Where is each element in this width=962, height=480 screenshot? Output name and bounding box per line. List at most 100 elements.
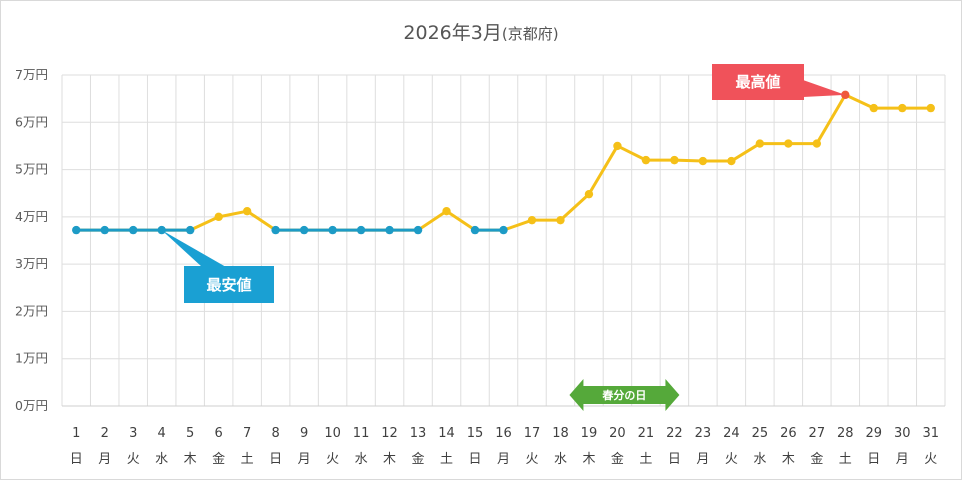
series-points [72,90,935,235]
lowest-callout-box [184,266,274,303]
data-point [129,225,138,235]
x-tick-weekday: 木 [184,452,197,467]
y-tick-label: 6万円 [15,114,48,129]
x-tick-weekday: 水 [155,452,168,467]
x-tick-weekday: 水 [753,452,766,467]
x-tick-day: 8 [271,426,279,441]
x-tick-day: 27 [809,426,826,441]
x-tick-day: 31 [922,426,939,441]
x-tick-day: 14 [438,426,455,441]
data-point [812,139,822,148]
data-point [727,156,736,166]
x-tick-weekday: 月 [497,452,510,467]
y-axis: 0万円 1万円 2万円 3万円 4万円 5万円 6万円 7万円 [15,67,48,413]
x-tick-day: 7 [243,426,251,441]
y-tick-label: 0万円 [15,398,48,413]
chart-title: 2026年3月 [403,22,501,44]
x-tick-weekday: 土 [639,452,652,467]
y-tick-label: 3万円 [15,256,48,271]
x-tick-weekday: 火 [127,452,140,467]
y-tick-label: 1万円 [15,351,48,366]
data-point [670,155,679,165]
gridlines [61,74,946,407]
highest-callout-label: 最高値 [735,73,780,91]
data-point [214,212,223,222]
x-tick-day: 11 [353,426,370,441]
y-tick-label: 5万円 [15,162,48,177]
x-tick-day: 18 [552,426,569,441]
x-axis: 1日2月3火4水5木6金7土8日9月10火11水12木13金14土15日16月1… [70,426,939,467]
x-tick-weekday: 木 [383,452,396,467]
x-tick-weekday: 日 [668,452,681,467]
x-tick-day: 9 [300,426,308,441]
data-point [698,156,708,166]
y-tick-label: 4万円 [15,209,48,224]
chart-title-group: 2026年3月(京都府) [403,22,558,44]
x-tick-day: 30 [894,426,911,441]
x-tick-day: 4 [158,426,166,441]
x-tick-day: 17 [524,426,541,441]
data-point [356,225,366,235]
x-tick-weekday: 木 [782,452,795,467]
data-point [784,139,793,148]
x-tick-day: 23 [695,426,712,441]
x-tick-weekday: 火 [525,452,538,467]
x-tick-day: 12 [381,426,398,441]
x-tick-weekday: 土 [241,452,254,467]
x-tick-day: 21 [638,426,655,441]
x-tick-day: 3 [129,426,137,441]
x-tick-day: 2 [101,426,109,441]
y-tick-label: 7万円 [15,67,48,82]
lowest-callout-pointer [161,230,226,267]
data-point [584,189,594,199]
x-tick-day: 1 [72,426,80,441]
x-tick-day: 5 [186,426,194,441]
x-tick-day: 16 [495,426,512,441]
highest-callout-box [712,64,804,100]
data-point [556,215,565,225]
x-tick-day: 6 [215,426,223,441]
data-point [898,103,907,113]
x-tick-day: 20 [609,426,626,441]
x-tick-weekday: 金 [810,451,823,467]
x-tick-weekday: 月 [696,452,709,467]
x-tick-weekday: 水 [554,452,567,467]
x-tick-day: 10 [324,426,341,441]
x-tick-weekday: 金 [611,451,624,467]
x-tick-day: 15 [467,426,484,441]
x-tick-day: 19 [581,426,598,441]
data-point [499,225,508,235]
data-point [869,103,878,113]
data-point [755,139,765,148]
x-tick-weekday: 木 [582,452,595,467]
x-tick-weekday: 火 [924,452,937,467]
x-tick-weekday: 金 [212,451,225,467]
x-tick-day: 25 [752,426,769,441]
x-tick-weekday: 土 [440,452,453,467]
x-tick-weekday: 土 [839,452,852,467]
x-tick-day: 24 [723,426,740,441]
x-tick-weekday: 日 [269,452,282,467]
data-point [385,225,394,235]
x-tick-day: 26 [780,426,797,441]
x-tick-weekday: 月 [298,452,311,467]
x-tick-weekday: 火 [725,452,738,467]
data-point [271,225,280,235]
x-tick-weekday: 日 [867,452,880,467]
x-tick-day: 29 [866,426,883,441]
x-tick-weekday: 水 [355,452,368,467]
data-point [470,225,480,235]
x-tick-weekday: 月 [98,452,111,467]
data-point [442,206,451,216]
chart-subtitle: (京都府) [502,25,559,43]
data-point [328,225,337,235]
data-point [641,155,651,165]
lowest-callout-label: 最安値 [206,276,251,294]
data-point [613,141,622,151]
x-tick-day: 28 [837,426,854,441]
x-tick-weekday: 日 [469,452,482,467]
data-point [926,103,935,113]
